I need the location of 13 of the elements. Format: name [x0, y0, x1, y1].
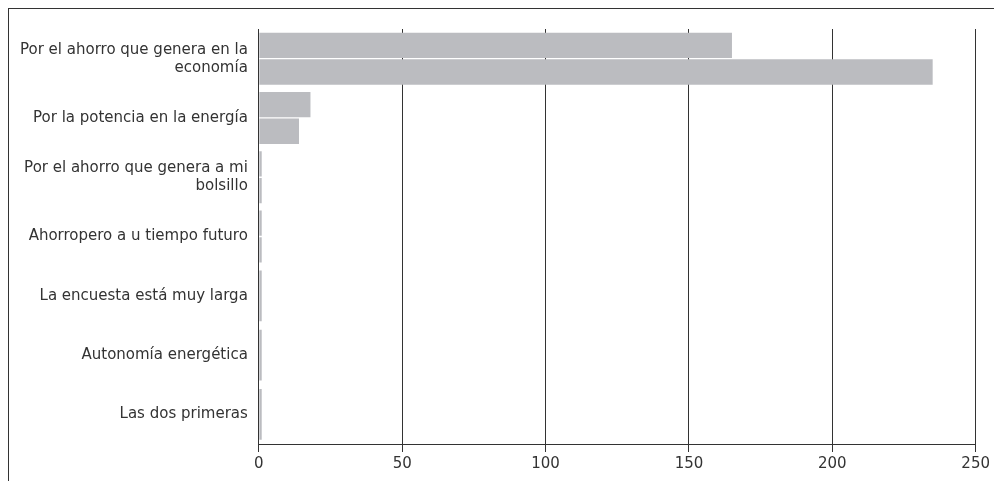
- y-tick-label: Por el ahorro que genera a mi bolsillo: [24, 158, 248, 195]
- x-tick-label: 250: [961, 453, 991, 472]
- x-tick-label: 150: [674, 453, 704, 472]
- x-tick-label: 50: [392, 453, 412, 472]
- y-tick-label: Por el ahorro que genera en la economía: [19, 39, 248, 76]
- y-tick-label: Por la potencia en la energía: [33, 107, 248, 126]
- x-tick-label: 0: [254, 453, 264, 472]
- y-tick-label: Autonomía energética: [81, 344, 248, 363]
- x-tick-label: 200: [818, 453, 847, 472]
- y-tick-label: Las dos primeras: [119, 404, 249, 423]
- x-tick-label: 100: [531, 453, 560, 472]
- y-tick-label: La encuesta está muy larga: [39, 285, 248, 304]
- y-tick-label: Ahorropero a u tiempo futuro: [28, 226, 248, 245]
